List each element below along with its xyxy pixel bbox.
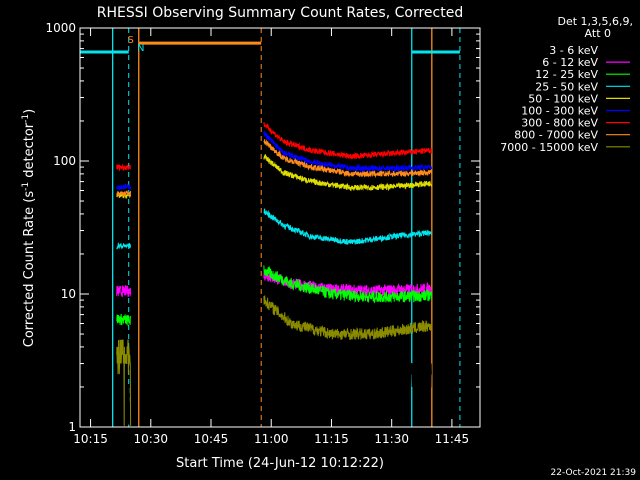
legend-entry: 300 - 800 keV [521, 117, 630, 130]
x-tick-label: 10:30 [133, 432, 168, 446]
legend-label: 50 - 100 keV [528, 92, 598, 105]
y-tick-label: 100 [53, 154, 76, 168]
series-25-50-kev [116, 208, 433, 250]
y-tick-label: 1 [68, 420, 76, 434]
series-trace [263, 122, 433, 160]
legend-entry: 25 - 50 keV [535, 80, 630, 93]
x-tick-label: 11:00 [254, 432, 289, 446]
series-3-6-kev [116, 328, 432, 426]
legend-entry: 100 - 300 keV [521, 105, 630, 118]
legend-label: 7000 - 15000 keV [500, 141, 598, 154]
x-tick-label: 11:30 [374, 432, 409, 446]
series-trace [116, 339, 132, 426]
y-tick-label: 10 [61, 287, 76, 301]
x-tick-label: 10:45 [194, 432, 229, 446]
x-tick-label: 11:15 [314, 432, 349, 446]
y-tick-label: 1000 [45, 21, 76, 35]
series-trace [263, 130, 433, 173]
series-trace [116, 284, 132, 297]
night-flag-label: N [137, 43, 144, 54]
legend-label: 25 - 50 keV [535, 80, 598, 93]
legend-entry: 7000 - 15000 keV [500, 141, 630, 154]
series-trace [116, 163, 131, 172]
plot-frame [79, 27, 481, 428]
series-trace [263, 153, 433, 192]
legend-entry: 800 - 7000 keV [514, 129, 630, 142]
legend-header-line2: Att 0 [585, 27, 611, 40]
y-axis-label: Corrected Count Rate (s-1 detector-1) [21, 109, 37, 347]
series-trace [116, 242, 132, 250]
legend-label: 12 - 25 keV [535, 68, 598, 81]
legend-header-line1: Det 1,3,5,6,9, [557, 15, 633, 28]
legend-label: 300 - 800 keV [521, 117, 598, 130]
series-12-25-kev [116, 265, 433, 326]
legend-entry: 6 - 12 keV [542, 56, 630, 69]
series-trace [263, 208, 433, 245]
legend-entry: 12 - 25 keV [535, 68, 630, 81]
legend-label: 3 - 6 keV [549, 44, 598, 57]
series-trace [263, 139, 433, 178]
series-800-7000-kev [116, 139, 433, 198]
series-trace [263, 328, 432, 426]
x-tick-label: 11:45 [435, 432, 470, 446]
series-50-100-kev [116, 153, 433, 199]
series-300-800-kev [116, 122, 433, 172]
series-trace [116, 183, 132, 191]
chart-title: RHESSI Observing Summary Count Rates, Co… [97, 5, 463, 21]
saa-flag-label: S [128, 35, 134, 46]
legend-label: 800 - 7000 keV [514, 129, 598, 142]
legend-label: 6 - 12 keV [542, 56, 598, 69]
x-tick-label: 10:15 [73, 432, 108, 446]
timestamp: 22-Oct-2021 21:39 [551, 468, 637, 478]
series-trace [116, 313, 132, 326]
legend-entry: 3 - 6 keV [549, 44, 630, 57]
series-7000-15000-kev [116, 295, 433, 426]
x-axis-label: Start Time (24-Jun-12 10:12:22) [176, 456, 384, 471]
plot-area: SN [80, 28, 461, 427]
legend-label: 100 - 300 keV [521, 105, 598, 118]
axes: 1 10 100 1000 10:15 10:30 10:45 11:00 11:15 11:30… [45, 21, 480, 446]
legend-entry: 50 - 100 keV [528, 92, 630, 105]
series-100-300-kev [116, 130, 433, 191]
series-trace [263, 295, 433, 341]
series-trace [116, 190, 132, 198]
series-trace [263, 265, 433, 304]
